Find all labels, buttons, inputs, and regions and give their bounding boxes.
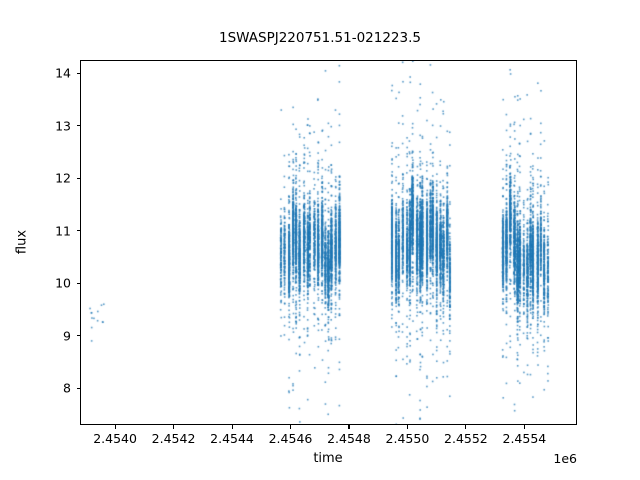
y-tick-label-8: 8 bbox=[63, 380, 71, 396]
plot-axes-area bbox=[80, 60, 577, 425]
x-tick-mark bbox=[523, 425, 525, 429]
x-tick-mark bbox=[465, 425, 467, 429]
y-tick-mark bbox=[76, 282, 80, 284]
x-tick-mark bbox=[231, 425, 233, 429]
x-tick-mark bbox=[114, 425, 116, 429]
scatter-data-layer bbox=[81, 61, 576, 424]
x-tick-mark bbox=[173, 425, 175, 429]
y-tick-label-10: 10 bbox=[55, 275, 71, 291]
y-tick-label-14: 14 bbox=[55, 65, 71, 81]
y-tick-label-11: 11 bbox=[55, 223, 71, 239]
y-tick-label-13: 13 bbox=[55, 118, 71, 134]
x-tick-label-2.4554: 2.4554 bbox=[502, 431, 547, 446]
x-tick-mark bbox=[289, 425, 292, 429]
y-tick-mark bbox=[76, 125, 80, 127]
y-tick-mark bbox=[76, 335, 80, 337]
x-tick-label-2.4552: 2.4552 bbox=[444, 431, 488, 446]
y-tick-mark bbox=[76, 177, 80, 179]
x-axis-offset-multiplier: 1e6 bbox=[553, 451, 577, 466]
x-tick-label-2.4546: 2.4546 bbox=[268, 431, 313, 446]
y-tick-label-12: 12 bbox=[55, 170, 71, 186]
y-tick-label-9: 9 bbox=[63, 328, 71, 344]
x-tick-label-2.4544: 2.4544 bbox=[210, 431, 254, 446]
y-tick-mark bbox=[76, 230, 80, 232]
x-axis-label: time bbox=[313, 451, 343, 466]
x-tick-label-2.4548: 2.4548 bbox=[327, 431, 371, 446]
y-tick-mark bbox=[76, 72, 80, 74]
x-tick-label-2.4542: 2.4542 bbox=[151, 431, 196, 446]
y-tick-mark bbox=[76, 387, 80, 389]
x-tick-label-2.4540: 2.4540 bbox=[93, 431, 137, 446]
x-tick-mark bbox=[348, 425, 350, 429]
chart-title: 1SWASPJ220751.51-021223.5 bbox=[219, 30, 421, 46]
x-tick-label-2.4550: 2.4550 bbox=[385, 431, 430, 446]
x-tick-mark bbox=[406, 425, 409, 429]
y-axis-label: flux bbox=[14, 229, 30, 255]
